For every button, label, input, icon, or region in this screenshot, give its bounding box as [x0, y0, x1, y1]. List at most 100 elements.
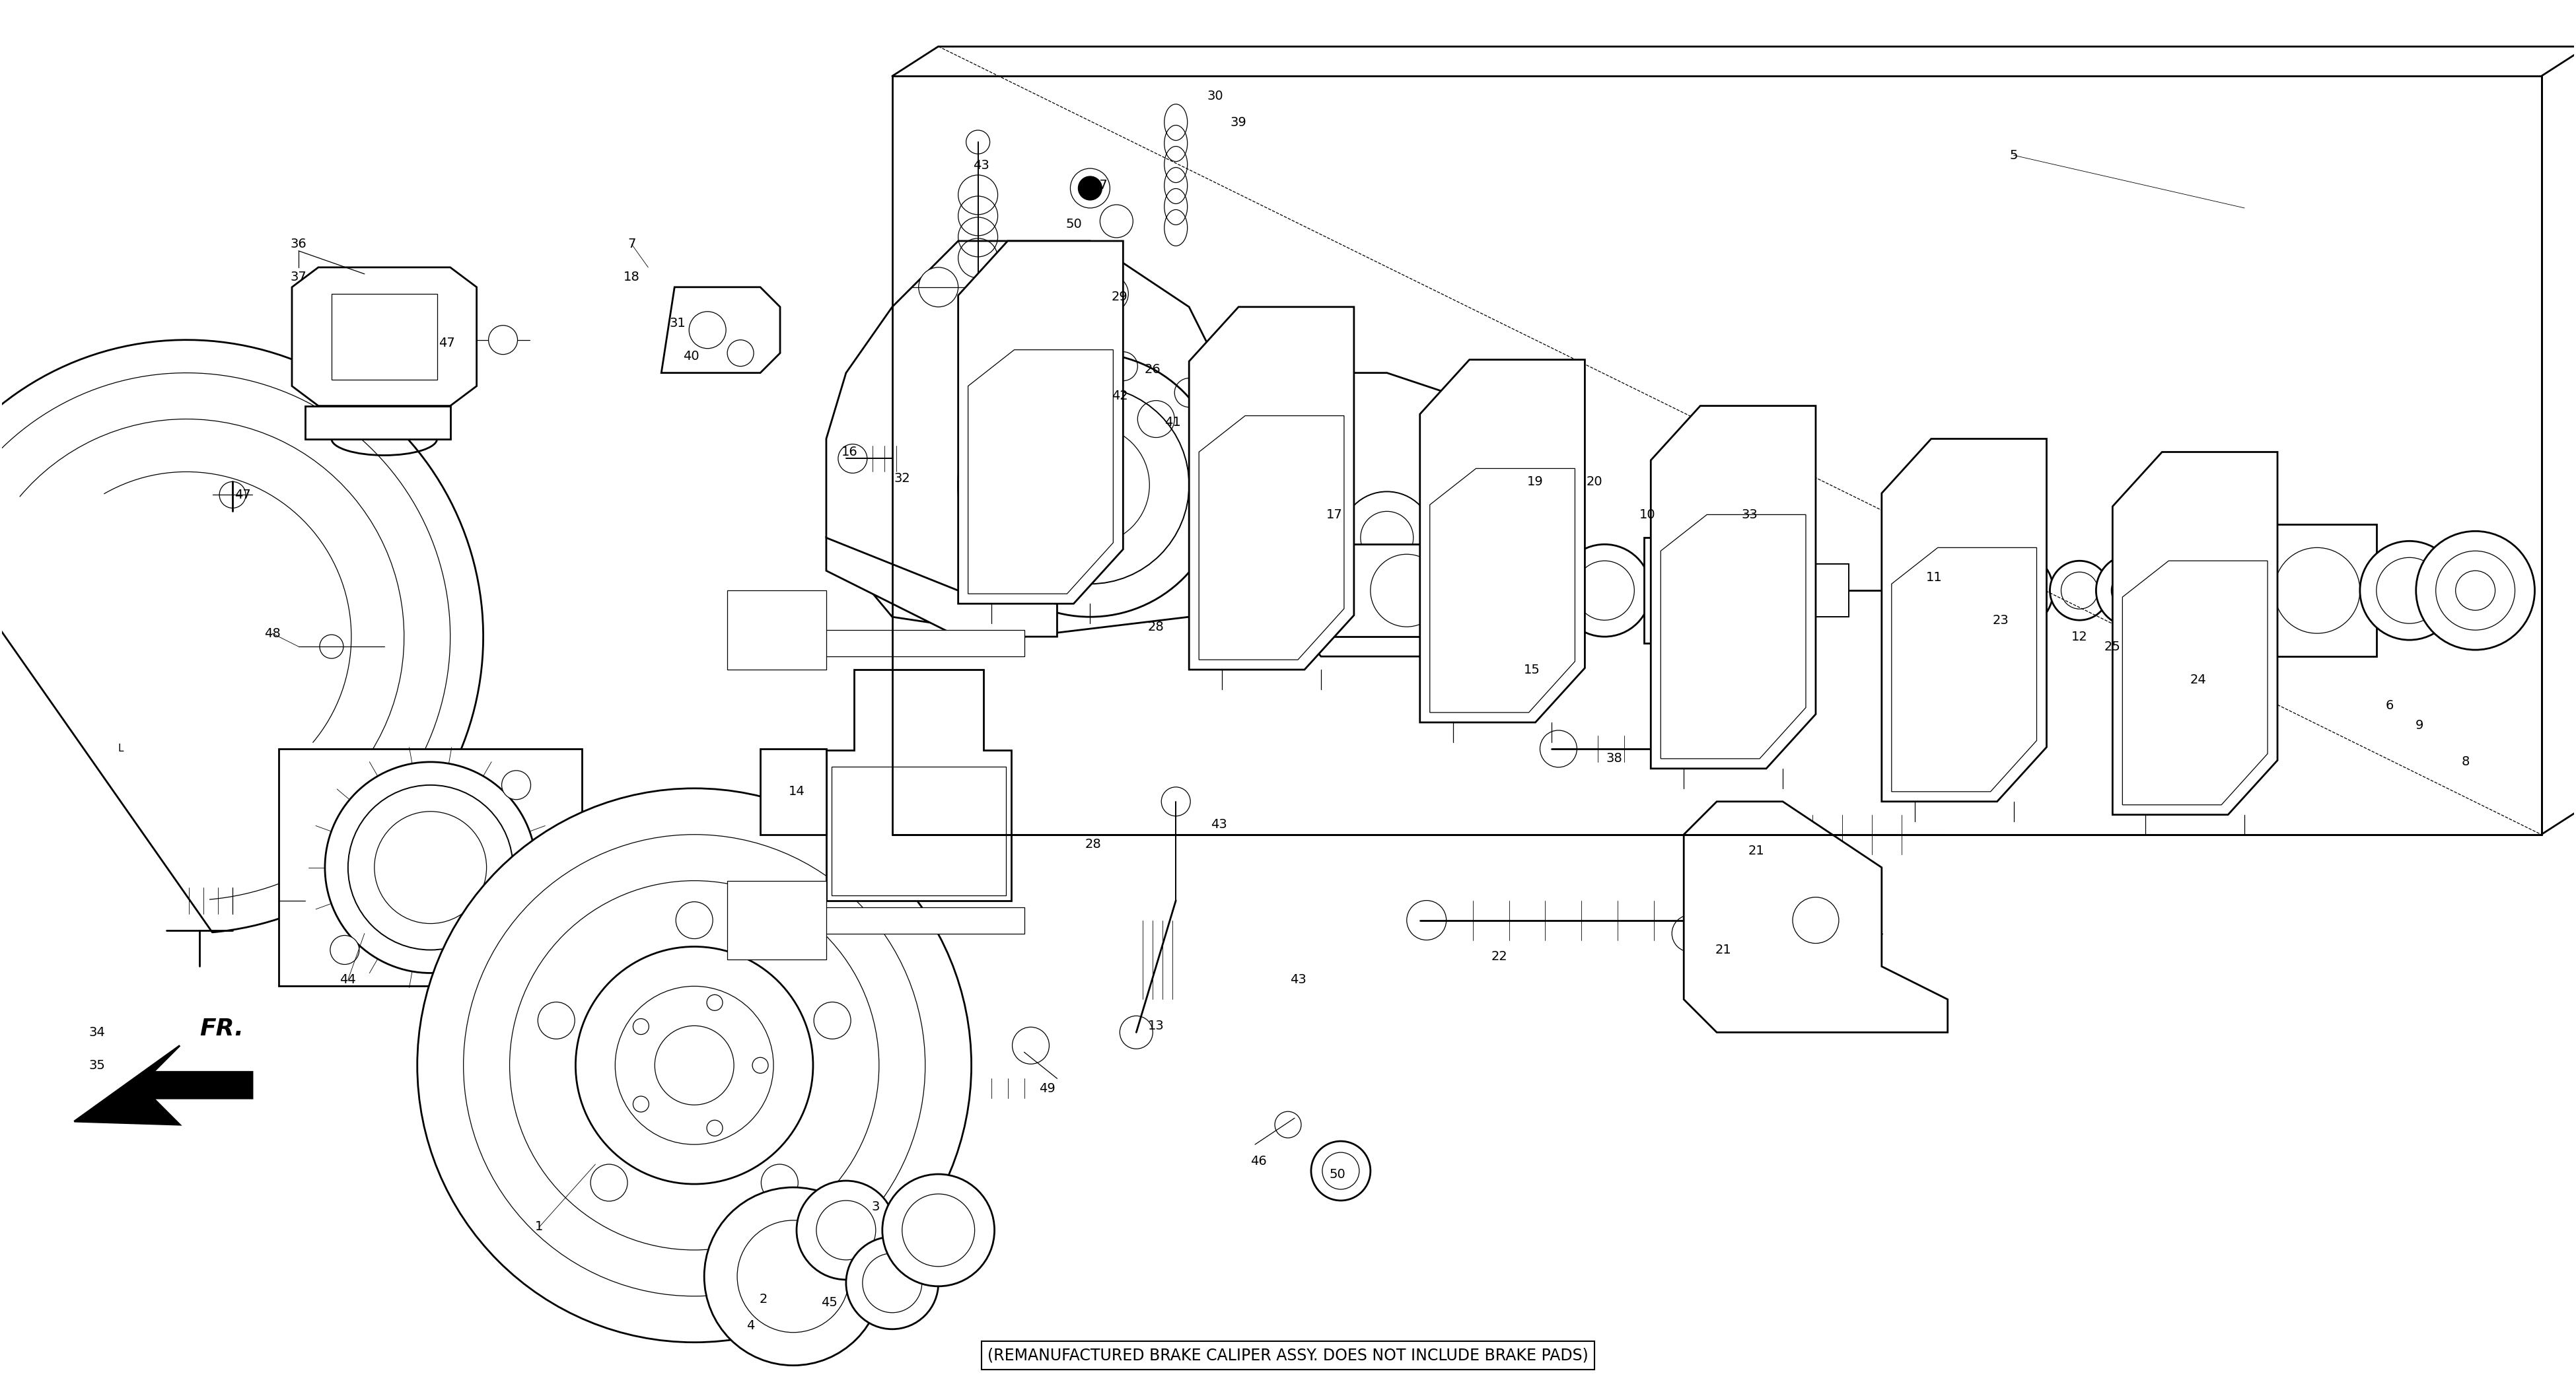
- Text: 3: 3: [871, 1201, 881, 1213]
- Circle shape: [675, 902, 714, 938]
- Polygon shape: [827, 537, 1056, 637]
- Polygon shape: [1643, 537, 1749, 644]
- Text: 22: 22: [1492, 951, 1507, 963]
- Circle shape: [1311, 1141, 1370, 1201]
- Circle shape: [703, 1188, 884, 1365]
- Text: 2: 2: [760, 1293, 768, 1305]
- Circle shape: [616, 986, 773, 1145]
- Polygon shape: [760, 748, 827, 835]
- Text: 17: 17: [1327, 508, 1342, 521]
- Circle shape: [1662, 554, 1734, 627]
- Text: 19: 19: [1528, 476, 1543, 489]
- Text: 50: 50: [1066, 218, 1082, 230]
- Text: 31: 31: [670, 317, 685, 329]
- Text: 35: 35: [90, 1060, 106, 1072]
- Circle shape: [2455, 571, 2496, 610]
- Text: 43: 43: [1211, 818, 1226, 831]
- Circle shape: [1744, 564, 1795, 617]
- Polygon shape: [969, 350, 1113, 593]
- Circle shape: [654, 1026, 734, 1104]
- Circle shape: [2151, 544, 2244, 637]
- Polygon shape: [726, 591, 827, 670]
- Text: 16: 16: [842, 445, 858, 458]
- Text: 27: 27: [1092, 179, 1108, 191]
- Text: 28: 28: [1149, 620, 1164, 632]
- Circle shape: [863, 1254, 922, 1312]
- Circle shape: [752, 1057, 768, 1074]
- Circle shape: [510, 881, 878, 1249]
- Circle shape: [706, 1120, 724, 1136]
- Polygon shape: [1880, 438, 2045, 801]
- Text: FR.: FR.: [198, 1018, 245, 1040]
- Circle shape: [1515, 561, 1574, 620]
- Text: 30: 30: [1208, 89, 1224, 102]
- Circle shape: [634, 1019, 649, 1034]
- Circle shape: [538, 1002, 574, 1039]
- Text: 6: 6: [2385, 699, 2393, 712]
- Polygon shape: [827, 242, 1288, 637]
- Text: 9: 9: [2416, 719, 2424, 732]
- Circle shape: [688, 311, 726, 349]
- Polygon shape: [1198, 416, 1345, 660]
- Polygon shape: [662, 288, 781, 373]
- Text: 43: 43: [974, 159, 989, 172]
- Text: 1: 1: [536, 1220, 544, 1233]
- Text: 44: 44: [340, 973, 355, 986]
- Text: 47: 47: [234, 489, 250, 501]
- Circle shape: [884, 1174, 994, 1286]
- Text: 33: 33: [1741, 508, 1757, 521]
- Text: 50: 50: [1329, 1168, 1345, 1181]
- Text: 4: 4: [747, 1319, 755, 1332]
- Circle shape: [2061, 572, 2097, 609]
- Circle shape: [1360, 511, 1414, 564]
- Text: 25: 25: [2105, 641, 2120, 653]
- Circle shape: [2416, 530, 2535, 651]
- Circle shape: [2378, 557, 2442, 624]
- Circle shape: [1321, 1152, 1360, 1189]
- Circle shape: [2437, 551, 2514, 630]
- Circle shape: [817, 1201, 876, 1259]
- Text: 13: 13: [1149, 1019, 1164, 1032]
- Circle shape: [845, 1237, 938, 1329]
- Polygon shape: [958, 242, 1123, 603]
- Polygon shape: [2112, 452, 2277, 815]
- Polygon shape: [1288, 373, 1520, 656]
- Circle shape: [574, 946, 814, 1184]
- Text: 37: 37: [291, 271, 307, 283]
- Circle shape: [1499, 544, 1592, 637]
- Circle shape: [2097, 554, 2169, 627]
- Circle shape: [2112, 570, 2154, 611]
- Polygon shape: [1685, 801, 1947, 1033]
- Circle shape: [634, 1096, 649, 1113]
- Circle shape: [796, 1181, 896, 1280]
- Text: 5: 5: [2009, 149, 2017, 162]
- Polygon shape: [332, 293, 438, 380]
- Circle shape: [2360, 542, 2460, 639]
- Polygon shape: [75, 1046, 252, 1125]
- Text: 47: 47: [438, 336, 456, 349]
- Circle shape: [1793, 898, 1839, 944]
- Polygon shape: [2123, 561, 2267, 805]
- Polygon shape: [1662, 515, 1806, 758]
- Text: 14: 14: [788, 786, 804, 799]
- Circle shape: [502, 771, 531, 800]
- Text: 36: 36: [291, 237, 307, 250]
- Text: 40: 40: [683, 350, 698, 363]
- Circle shape: [1370, 554, 1443, 627]
- Polygon shape: [819, 907, 1025, 934]
- Text: 38: 38: [1607, 752, 1623, 765]
- Circle shape: [348, 785, 513, 949]
- Circle shape: [1558, 544, 1651, 637]
- Text: 8: 8: [2463, 755, 2470, 768]
- Circle shape: [464, 835, 925, 1295]
- Text: 49: 49: [1038, 1082, 1056, 1094]
- Text: 43: 43: [1291, 973, 1306, 986]
- Polygon shape: [1795, 564, 1850, 617]
- Circle shape: [374, 811, 487, 924]
- Polygon shape: [1190, 307, 1355, 670]
- Circle shape: [417, 789, 971, 1343]
- Text: 29: 29: [1113, 290, 1128, 303]
- Circle shape: [325, 762, 536, 973]
- Text: 10: 10: [1638, 508, 1656, 521]
- Polygon shape: [1334, 544, 1486, 637]
